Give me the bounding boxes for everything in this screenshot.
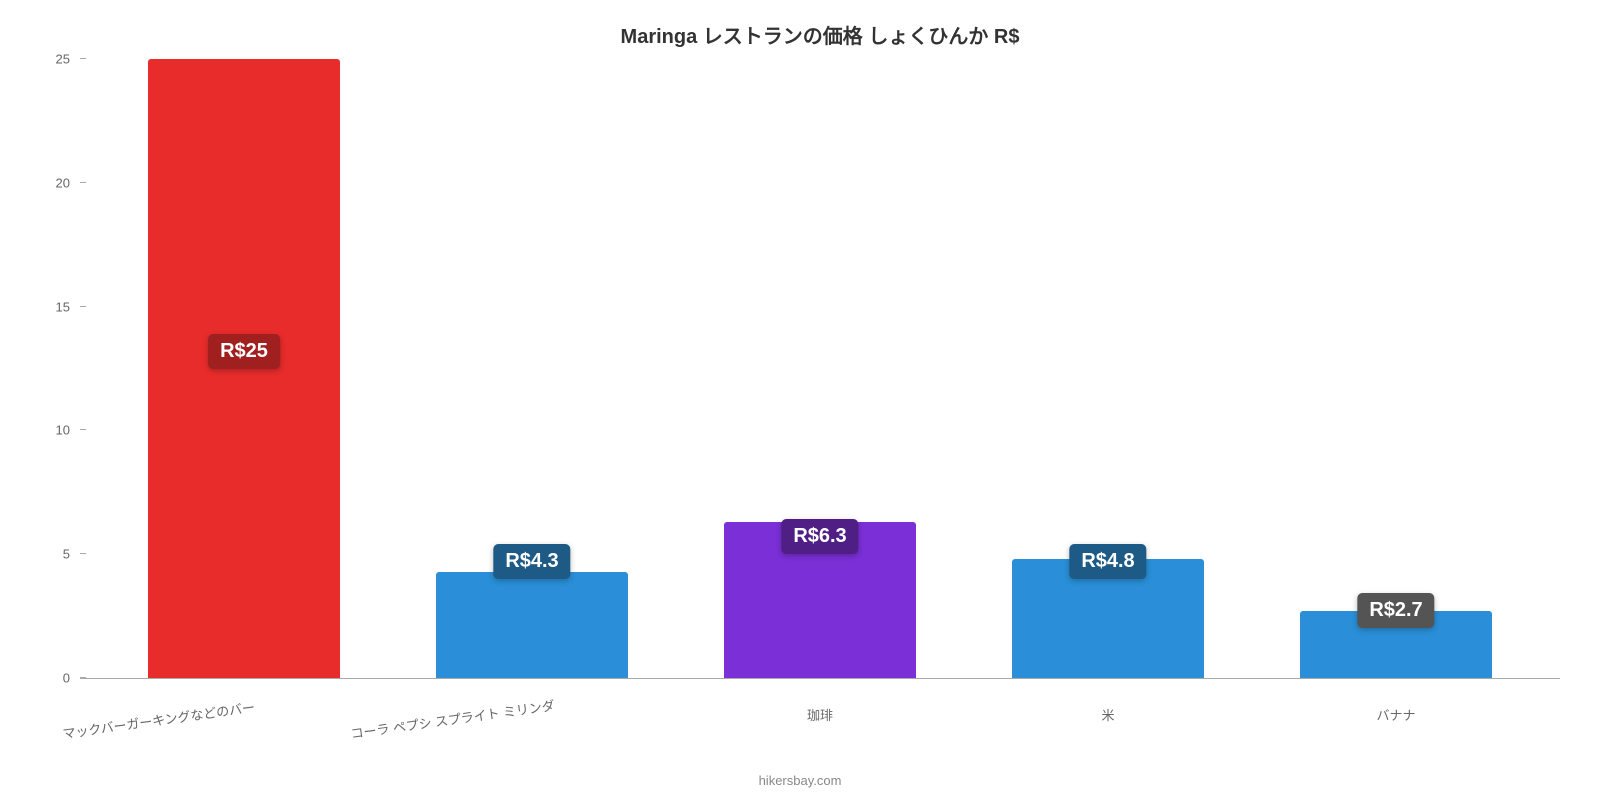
x-axis-label: 米 <box>974 705 1242 765</box>
chart-title: Maringa レストランの価格 しょくひんか R$ <box>80 20 1560 49</box>
plot-area: 0510152025 R$25R$4.3R$6.3R$4.8R$2.7 <box>80 59 1560 679</box>
y-tick-mark <box>80 553 86 554</box>
bar-group: R$25 <box>110 59 378 678</box>
bar <box>436 572 629 678</box>
x-axis-labels: マックバーガーキングなどのバーコーラ ペプシ スプライト ミリンダ珈琲米バナナ <box>80 705 1560 765</box>
bar-group: R$6.3 <box>686 59 954 678</box>
attribution-text: hikersbay.com <box>759 773 842 788</box>
y-tick-label: 5 <box>63 547 70 562</box>
y-tick-label: 0 <box>63 671 70 686</box>
y-tick-mark <box>80 58 86 59</box>
bar-value-label: R$2.7 <box>1357 593 1434 628</box>
bar-value-label: R$4.8 <box>1069 544 1146 579</box>
y-tick-label: 15 <box>56 299 70 314</box>
chart-container: Maringa レストランの価格 しょくひんか R$ 0510152025 R$… <box>0 0 1600 800</box>
x-axis-label: マックバーガーキングなどのバー <box>61 686 335 783</box>
y-tick-mark <box>80 306 86 307</box>
y-tick-mark <box>80 677 86 678</box>
bar-group: R$2.7 <box>1262 59 1530 678</box>
bar-value-label: R$25 <box>208 334 280 369</box>
x-axis-label: コーラ ペプシ スプライト ミリンダ <box>349 686 623 783</box>
y-tick-label: 20 <box>56 175 70 190</box>
y-tick-mark <box>80 429 86 430</box>
bar-value-label: R$4.3 <box>493 544 570 579</box>
bar <box>148 59 341 678</box>
y-tick-label: 10 <box>56 423 70 438</box>
bar-group: R$4.8 <box>974 59 1242 678</box>
bar-group: R$4.3 <box>398 59 666 678</box>
x-axis-label: バナナ <box>1262 705 1530 765</box>
y-tick-label: 25 <box>56 52 70 67</box>
y-tick-mark <box>80 182 86 183</box>
y-axis: 0510152025 <box>70 59 80 678</box>
bars-area: R$25 R$4.3 R$6.3 R$4.8 R$2.7 <box>80 59 1560 678</box>
bar-value-label: R$6.3 <box>781 519 858 554</box>
x-axis-label: 珈琲 <box>686 705 954 765</box>
